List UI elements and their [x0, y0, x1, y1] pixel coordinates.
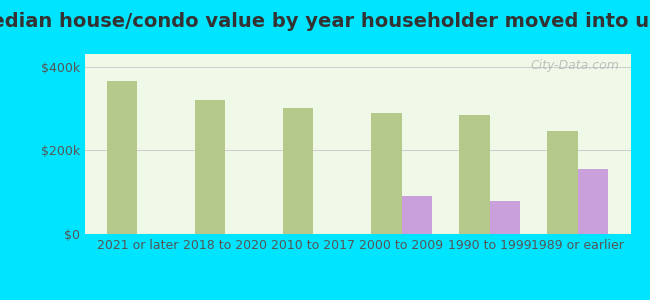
Text: Median house/condo value by year householder moved into unit: Median house/condo value by year househo… — [0, 12, 650, 31]
Bar — [107, 81, 137, 234]
Bar — [402, 196, 432, 234]
Bar — [459, 115, 489, 234]
Bar — [283, 108, 313, 234]
Bar — [370, 112, 402, 234]
Bar — [578, 169, 608, 234]
Bar — [489, 200, 521, 234]
Bar — [194, 100, 226, 234]
Text: City-Data.com: City-Data.com — [530, 59, 619, 72]
Bar — [547, 131, 578, 234]
